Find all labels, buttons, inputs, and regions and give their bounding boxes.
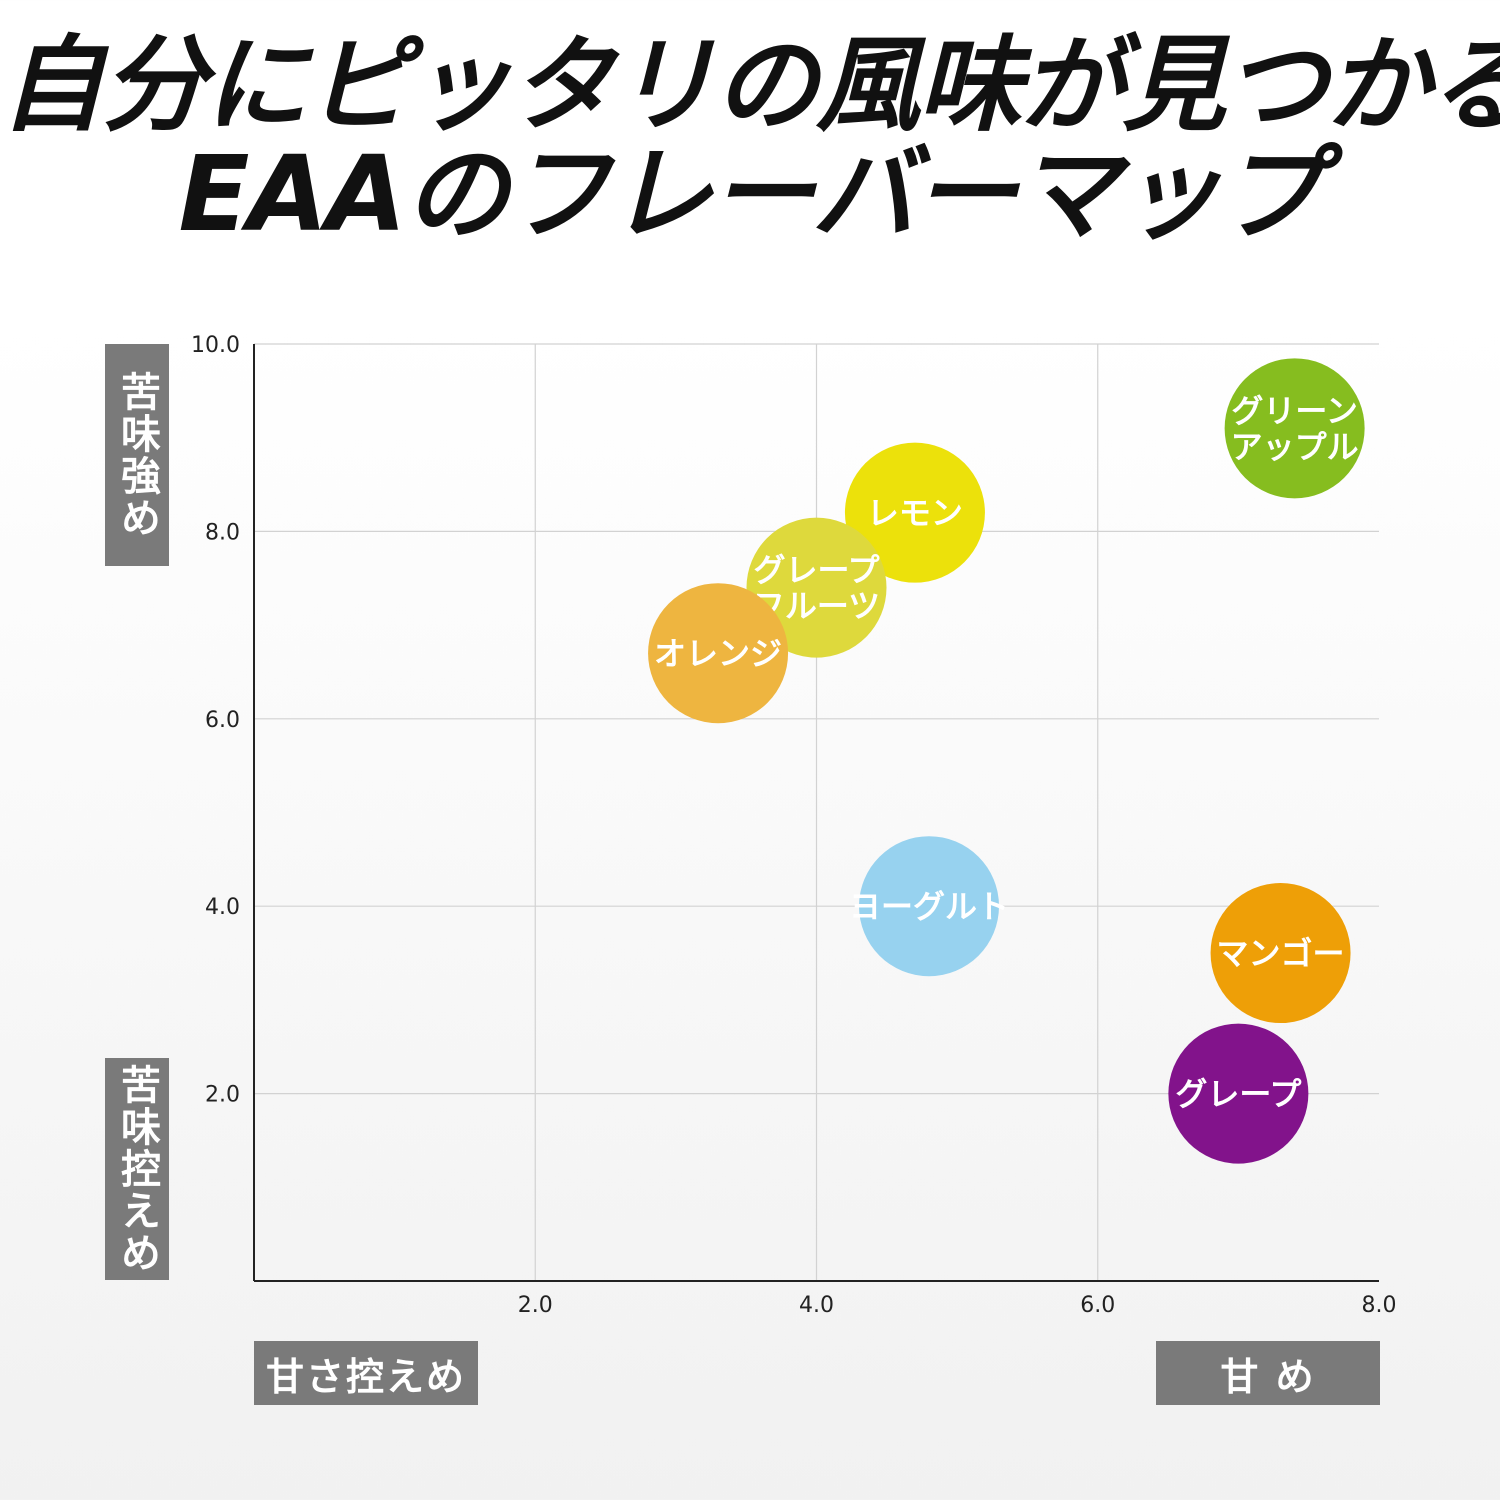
flavor-bubble-label: グレープ: [753, 551, 880, 589]
flavor-bubble-label: マンゴー: [1217, 935, 1345, 973]
flavor-bubble-label: グレープ: [1175, 1075, 1302, 1113]
flavor-bubble-circle: [1168, 1023, 1309, 1164]
flavor-bubble: レモン: [844, 442, 985, 583]
flavor-bubble-circle: [1224, 358, 1365, 499]
flavor-bubble: グレープ: [1168, 1023, 1309, 1164]
y-tick-label: 4.0: [205, 895, 240, 920]
x-axis-label-sweet: 甘 め: [1156, 1341, 1380, 1405]
flavor-bubble: ヨーグルト: [849, 836, 1009, 977]
flavor-bubble-label: アップル: [1231, 428, 1359, 466]
flavor-bubble: オレンジ: [648, 583, 789, 724]
x-axis-label-less-sweet: 甘さ控えめ: [254, 1341, 478, 1405]
flavor-bubble-circle: [1210, 883, 1351, 1024]
x-tick-label: 4.0: [799, 1293, 834, 1318]
grid-layer: [254, 343, 1379, 1281]
tick-layer: 2.0 4.0 6.0 8.0 10.0 2.0 4.0 6.0 8.0: [191, 333, 1396, 1318]
y-axis-label-bitter-strong: 苦味強め: [105, 344, 169, 566]
flavor-bubble-circle: [859, 836, 999, 977]
x-tick-label: 8.0: [1362, 1293, 1397, 1318]
y-tick-label: 6.0: [205, 708, 240, 733]
flavor-bubble-label: オレンジ: [654, 635, 782, 673]
flavor-bubble-circle: [648, 583, 789, 724]
flavor-bubble-circle: [844, 442, 985, 583]
title-line-2: EAAのフレーバーマップ: [178, 133, 1324, 255]
flavor-bubble-label: ヨーグルト: [849, 888, 1009, 926]
axis-layer: [253, 344, 1379, 1282]
title-line-1: 自分にピッタリの風味が見つかる!: [0, 24, 1500, 146]
y-tick-label: 2.0: [205, 1083, 240, 1108]
flavor-bubble: マンゴー: [1210, 883, 1351, 1024]
flavor-bubble-label: グリーン: [1231, 392, 1357, 430]
flavor-bubble-label: レモン: [867, 494, 963, 532]
x-tick-label: 6.0: [1080, 1293, 1115, 1318]
y-axis-label-bitter-mild: 苦味控えめ: [105, 1058, 169, 1280]
y-tick-label: 10.0: [191, 333, 240, 358]
x-tick-label: 2.0: [518, 1293, 553, 1318]
flavor-bubble-circle: [746, 517, 887, 658]
y-tick-label: 8.0: [205, 520, 240, 545]
